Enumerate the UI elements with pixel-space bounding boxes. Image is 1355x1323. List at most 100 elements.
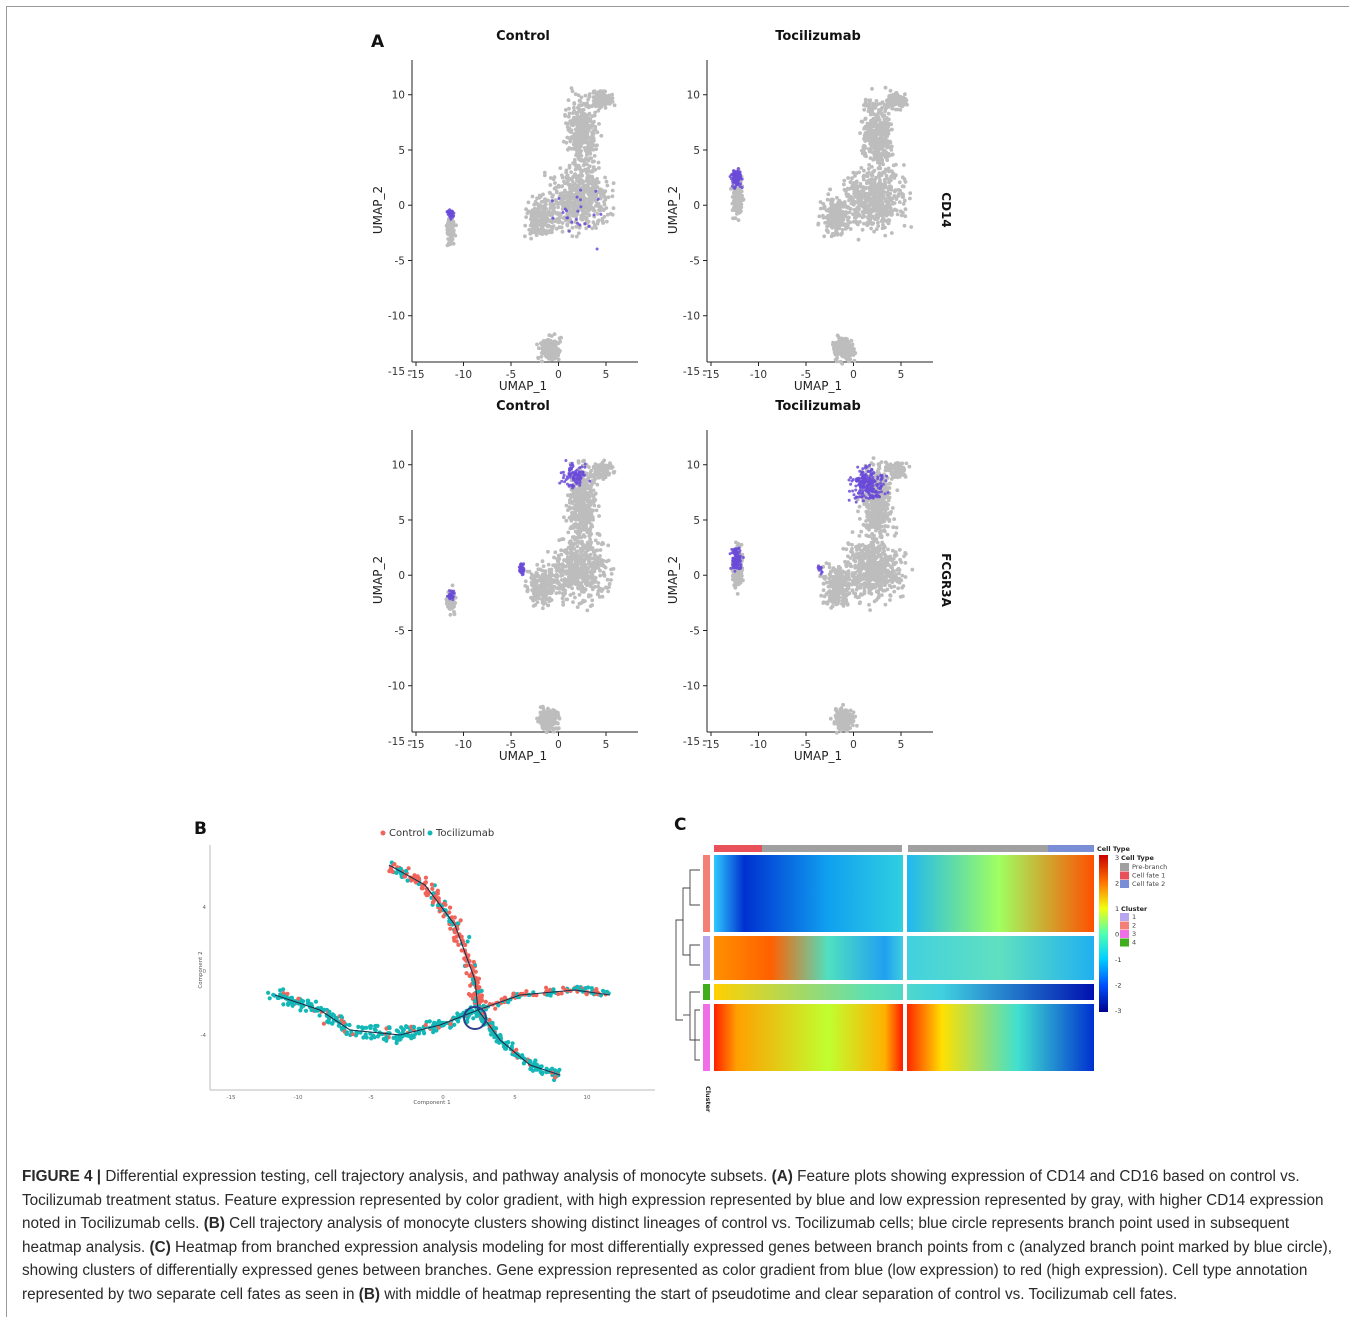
- umap-point: [540, 232, 545, 237]
- umap-point: [534, 233, 539, 238]
- umap-point: [842, 182, 846, 187]
- umap-point: [890, 127, 894, 132]
- umap-point-high: [558, 481, 562, 485]
- umap-point: [565, 135, 570, 140]
- umap-point-high: [732, 172, 736, 175]
- umap-point: [567, 106, 571, 111]
- umap-point: [584, 168, 588, 173]
- umap-point-high: [578, 483, 582, 487]
- umap-point: [548, 202, 553, 207]
- umap-point: [895, 488, 900, 493]
- umap-point: [887, 196, 892, 201]
- umap-point: [584, 132, 589, 137]
- umap-point: [859, 166, 864, 170]
- umap-point: [610, 99, 615, 104]
- umap-point: [881, 129, 886, 133]
- umap-point-high: [568, 483, 572, 487]
- umap-point: [592, 197, 596, 202]
- umap-point: [611, 181, 616, 186]
- umap-point: [897, 200, 902, 205]
- umap-point: [577, 535, 582, 540]
- umap-point: [553, 565, 558, 570]
- umap-point: [576, 459, 581, 464]
- umap-y-tick-label: -10: [388, 311, 405, 323]
- umap-point: [890, 212, 894, 217]
- umap-point: [589, 144, 594, 149]
- umap-point: [563, 113, 567, 117]
- umap-point: [862, 107, 867, 112]
- umap-point: [574, 140, 579, 145]
- umap-point: [564, 518, 569, 523]
- umap-point: [860, 227, 865, 232]
- umap-point: [592, 564, 597, 569]
- umap-point: [873, 106, 877, 110]
- umap-point: [571, 563, 576, 568]
- umap-point: [541, 348, 546, 353]
- umap-y-label: UMAP_2: [666, 556, 680, 604]
- umap-point: [587, 213, 592, 218]
- umap-point: [839, 232, 843, 237]
- umap-y-tick-label: -5: [395, 625, 405, 637]
- umap-point: [817, 214, 822, 219]
- umap-point: [603, 189, 608, 194]
- umap-point: [845, 223, 850, 228]
- umap-point: [561, 587, 566, 592]
- umap-point: [559, 552, 564, 557]
- umap-point: [591, 165, 596, 169]
- umap-point: [595, 143, 599, 148]
- umap-point: [592, 128, 596, 133]
- umap-point: [555, 710, 559, 715]
- umap-point: [585, 176, 590, 181]
- umap-point: [586, 158, 591, 163]
- umap-point: [830, 217, 834, 222]
- umap-point: [887, 180, 891, 185]
- umap-point: [893, 188, 898, 193]
- umap-point: [604, 559, 609, 564]
- umap-gene-label: CD14: [939, 192, 953, 227]
- umap-point: [569, 130, 573, 135]
- umap-point: [597, 475, 602, 480]
- umap-point: [833, 206, 837, 211]
- umap-point: [569, 86, 574, 90]
- umap-point: [550, 227, 555, 231]
- umap-point: [592, 192, 596, 197]
- umap-point: [575, 111, 580, 116]
- umap-point: [875, 138, 880, 143]
- umap-point: [563, 196, 567, 201]
- umap-point-high: [452, 591, 456, 595]
- umap-point: [569, 170, 573, 175]
- umap-point: [574, 224, 579, 229]
- umap-point: [869, 111, 874, 115]
- umap-point: [888, 481, 892, 486]
- umap-point: [569, 545, 574, 550]
- umap-point: [872, 205, 877, 210]
- umap-point: [550, 343, 555, 348]
- umap-point: [879, 111, 884, 116]
- umap-point: [591, 147, 596, 152]
- umap-point: [574, 506, 579, 511]
- umap-point: [588, 542, 593, 547]
- umap-point: [572, 192, 576, 197]
- umap-point: [574, 553, 579, 557]
- umap-x-tick-label: 0: [850, 369, 857, 381]
- umap-point: [580, 559, 585, 563]
- umap-point: [889, 231, 894, 235]
- umap-point: [856, 509, 860, 514]
- umap-point: [555, 573, 559, 577]
- umap-point: [445, 225, 450, 230]
- umap-point: [541, 564, 546, 569]
- umap-point: [591, 131, 596, 136]
- umap-point-high: [571, 477, 575, 481]
- umap-y-tick-label: 10: [687, 460, 700, 472]
- umap-point: [889, 148, 894, 152]
- umap-point: [871, 170, 875, 175]
- umap-point: [879, 182, 884, 187]
- umap-point: [593, 124, 598, 129]
- umap-point: [570, 535, 575, 540]
- umap-point: [601, 477, 606, 481]
- umap-point: [875, 186, 880, 191]
- umap-point: [560, 565, 565, 570]
- umap-point: [592, 154, 597, 158]
- umap-point: [842, 178, 847, 183]
- umap-point: [840, 228, 845, 232]
